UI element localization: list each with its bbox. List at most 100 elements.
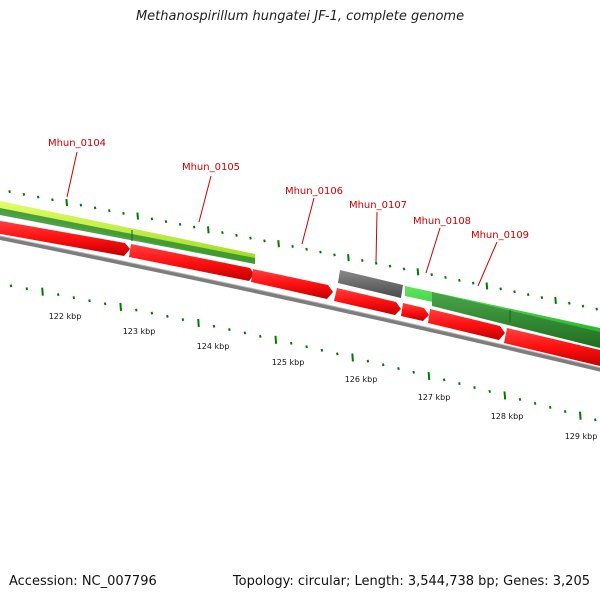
outer-tick xyxy=(526,293,530,297)
inner-tick xyxy=(166,314,169,318)
inner-tick xyxy=(594,418,597,422)
outer-tick xyxy=(513,290,516,294)
outer-tick xyxy=(164,220,168,224)
inner-tick xyxy=(56,293,60,297)
inner-tick xyxy=(25,287,29,291)
outer-tick xyxy=(22,192,26,196)
cds-arrows xyxy=(0,220,600,366)
gene-label: Mhun_0104 xyxy=(48,138,106,149)
inner-tick xyxy=(197,318,200,327)
outer-tick xyxy=(540,296,544,300)
leader-mhun-0105 xyxy=(198,175,212,223)
outer-tick xyxy=(36,195,40,199)
inner-tick xyxy=(473,386,476,390)
backbone-arc xyxy=(0,235,600,372)
outer-tick xyxy=(361,258,364,262)
analysis-band xyxy=(0,201,600,348)
outer-tick xyxy=(581,304,585,308)
kbp-label: 122 kbp xyxy=(49,312,82,321)
outer-tick xyxy=(291,244,294,248)
cds-arrow-2 xyxy=(129,244,254,281)
inner-tick xyxy=(458,382,461,386)
outer-tick xyxy=(263,239,266,243)
outer-tick xyxy=(305,247,308,251)
inner-tick xyxy=(412,370,415,374)
kbp-label: 128 kbp xyxy=(491,412,524,421)
inner-tick xyxy=(351,353,354,362)
inner-tick xyxy=(228,328,231,332)
inner-tick xyxy=(119,302,122,311)
accession-label: Accession: NC_007796 xyxy=(9,574,157,589)
cds-arrow-7 xyxy=(504,328,600,366)
cds-arrow-5 xyxy=(401,303,429,321)
inner-tick xyxy=(9,284,13,288)
cds-arrow-4 xyxy=(334,288,401,315)
outer-tick xyxy=(192,225,196,229)
cds-arrow-3 xyxy=(251,269,333,299)
leader-mhun-0108 xyxy=(425,227,441,274)
cds-arrow-6 xyxy=(428,309,505,340)
inner-tick xyxy=(289,341,293,345)
outer-tick xyxy=(374,261,378,265)
outer-tick xyxy=(485,282,489,290)
inner-tick-ring xyxy=(9,284,597,422)
gene-label: Mhun_0105 xyxy=(182,162,240,173)
outer-tick xyxy=(207,226,210,234)
gene-leaders xyxy=(66,151,498,287)
inner-tick xyxy=(305,345,308,349)
genome-summary: Topology: circular; Length: 3,544,738 bp… xyxy=(232,574,590,589)
leader-mhun-0109 xyxy=(477,241,498,287)
outer-tick xyxy=(402,267,406,271)
inner-tick xyxy=(548,405,552,409)
outer-tick xyxy=(79,203,83,207)
inner-tick xyxy=(72,296,76,300)
outer-tick xyxy=(458,278,461,282)
gene-label: Mhun_0107 xyxy=(349,200,407,211)
outer-tick xyxy=(471,281,475,285)
inner-tick xyxy=(274,335,278,344)
outer-tick xyxy=(347,254,350,262)
inner-tick xyxy=(533,401,537,405)
inner-tick xyxy=(41,287,44,296)
outer-tick xyxy=(136,212,139,220)
dark-green-segment xyxy=(0,207,255,264)
map-title: Methanospirillum hungatei JF-1, complete… xyxy=(135,9,465,24)
outer-tick xyxy=(319,250,322,254)
kbp-label: 124 kbp xyxy=(197,342,230,351)
inner-tick xyxy=(150,311,154,315)
outer-tick xyxy=(235,233,238,237)
outer-tick xyxy=(51,198,54,202)
inner-tick xyxy=(518,397,522,401)
outer-tick xyxy=(499,287,502,291)
outer-tick xyxy=(595,307,598,311)
outer-tick xyxy=(108,209,111,213)
outer-tick xyxy=(178,222,182,226)
inner-tick xyxy=(397,367,400,371)
kbp-label: 126 kbp xyxy=(345,375,378,384)
inner-tick xyxy=(442,378,446,382)
outer-tick xyxy=(122,211,125,215)
inner-tick xyxy=(243,331,247,335)
outer-tick xyxy=(93,206,97,210)
inner-tick xyxy=(336,352,339,356)
outer-tick xyxy=(150,217,154,221)
inner-tick xyxy=(259,334,262,338)
gene-label: Mhun_0108 xyxy=(413,216,471,227)
inner-tick xyxy=(88,299,91,303)
outer-tick xyxy=(416,268,420,276)
gene-labels: Mhun_0104 Mhun_0105 Mhun_0106 Mhun_0107 … xyxy=(48,138,529,241)
inner-tick xyxy=(579,411,582,420)
outer-tick xyxy=(277,240,280,248)
inner-tick xyxy=(135,308,138,312)
inner-tick xyxy=(488,389,491,393)
inner-tick xyxy=(320,348,324,352)
inner-tick xyxy=(103,302,107,306)
cds-arrow-1 xyxy=(0,220,130,256)
inner-tick xyxy=(427,371,431,381)
outer-tick xyxy=(554,296,557,304)
backbone-arc-highlight xyxy=(0,235,600,369)
gene-label: Mhun_0109 xyxy=(471,230,529,241)
gene-label: Mhun_0106 xyxy=(285,186,343,197)
inner-tick xyxy=(366,359,370,363)
